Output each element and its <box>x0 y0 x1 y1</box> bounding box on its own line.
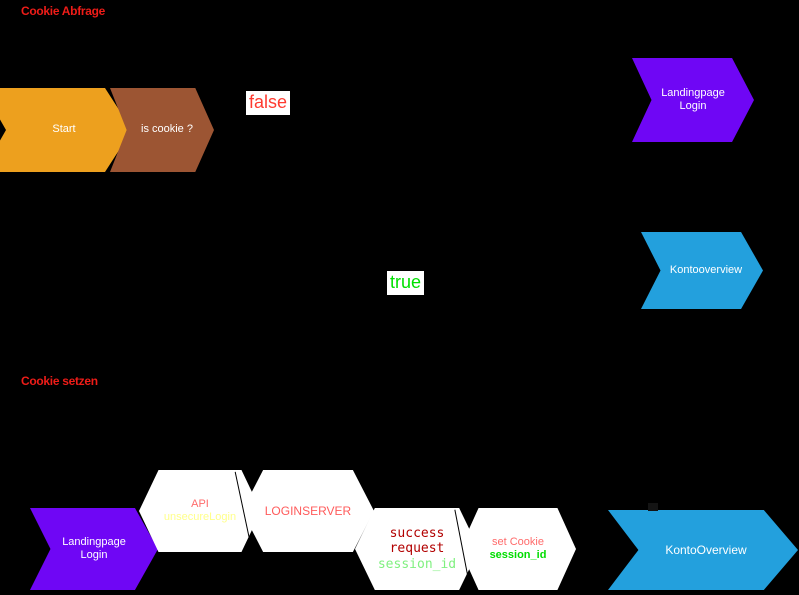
node-landingpage-login-top-line2: Login <box>679 100 707 112</box>
branch-label-true: true <box>387 271 425 295</box>
node-landingpage-login-bottom[interactable]: Landingpage Login <box>30 508 158 590</box>
node-start-label: Start <box>52 123 76 136</box>
node-landingpage-login-top[interactable]: Landingpage Login <box>632 58 754 142</box>
node-landingpage-login-top-line1: Landingpage <box>661 86 725 99</box>
node-set-cookie[interactable]: set Cookie session_id <box>460 508 576 590</box>
node-success-label: success <box>389 525 445 541</box>
node-landingpage-login-bottom-line2: Login <box>80 549 108 561</box>
node-success-request-session-label: success request session_id <box>378 526 456 573</box>
node-api-label-line1: API <box>191 497 209 510</box>
section-title-cookie-abfrage: Cookie Abfrage <box>21 4 106 18</box>
node-landingpage-login-bottom-line1: Landingpage <box>62 535 126 548</box>
node-set-cookie-line2: session_id <box>489 549 547 561</box>
node-start[interactable]: Start <box>0 88 132 172</box>
branch-label-false: false <box>246 91 291 115</box>
section-title-cookie-setzen: Cookie setzen <box>21 374 98 388</box>
node-kontooverview-bottom[interactable]: KontoOverview <box>608 510 798 590</box>
node-is-cookie[interactable]: is cookie ? <box>110 88 214 172</box>
node-landingpage-login-bottom-label: Landingpage Login <box>62 536 126 562</box>
node-kontooverview-top[interactable]: Kontooverview <box>641 232 763 309</box>
node-set-cookie-label: set Cookie session_id <box>490 536 547 562</box>
node-api-unsecure-login-label: API unsecureLogin <box>164 498 236 524</box>
artifact-speck <box>648 503 658 511</box>
node-api-label-line2: unsecureLogin <box>163 511 237 523</box>
node-kontooverview-top-label: Kontooverview <box>669 263 743 276</box>
node-request-label: request <box>389 541 445 557</box>
node-set-cookie-line1: set Cookie <box>492 535 544 548</box>
node-kontooverview-bottom-label: KontoOverview <box>665 542 747 557</box>
node-session-id-label: session_id <box>377 556 457 572</box>
node-landingpage-login-top-label: Landingpage Login <box>661 87 725 113</box>
node-loginserver-label: LOGINSERVER <box>264 503 352 518</box>
node-is-cookie-label: is cookie ? <box>141 123 193 136</box>
node-loginserver[interactable]: LOGINSERVER <box>242 470 374 552</box>
